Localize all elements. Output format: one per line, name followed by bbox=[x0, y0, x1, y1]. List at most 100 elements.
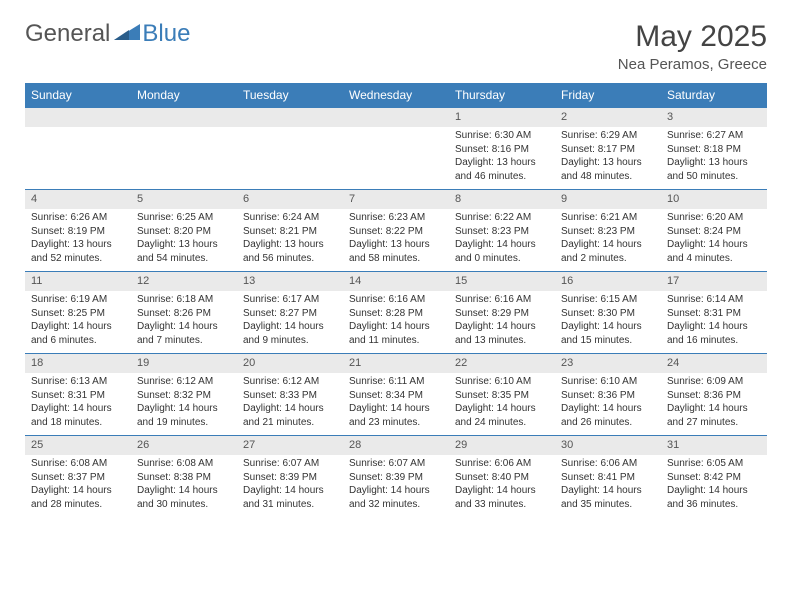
day-detail-cell: Sunrise: 6:10 AMSunset: 8:36 PMDaylight:… bbox=[555, 373, 661, 436]
day-detail-cell: Sunrise: 6:16 AMSunset: 8:29 PMDaylight:… bbox=[449, 291, 555, 354]
day-detail-cell: Sunrise: 6:07 AMSunset: 8:39 PMDaylight:… bbox=[343, 455, 449, 517]
day-number-cell: 5 bbox=[131, 190, 237, 210]
day-detail-line: Daylight: 14 hours bbox=[667, 238, 761, 252]
day-detail-cell bbox=[25, 127, 131, 190]
day-detail-line: Sunset: 8:32 PM bbox=[137, 389, 231, 403]
day-detail-line: and 26 minutes. bbox=[561, 416, 655, 430]
day-number-cell bbox=[25, 108, 131, 128]
day-detail-line: Sunrise: 6:09 AM bbox=[667, 375, 761, 389]
day-detail-line: and 7 minutes. bbox=[137, 334, 231, 348]
week-detail-row: Sunrise: 6:26 AMSunset: 8:19 PMDaylight:… bbox=[25, 209, 767, 272]
day-number-cell: 29 bbox=[449, 436, 555, 456]
day-detail-line: Sunrise: 6:19 AM bbox=[31, 293, 125, 307]
day-detail-line: Daylight: 13 hours bbox=[137, 238, 231, 252]
day-number-cell: 20 bbox=[237, 354, 343, 374]
week-number-row: 25262728293031 bbox=[25, 436, 767, 456]
day-detail-line: Sunrise: 6:22 AM bbox=[455, 211, 549, 225]
day-detail-line: and 21 minutes. bbox=[243, 416, 337, 430]
day-number-cell: 18 bbox=[25, 354, 131, 374]
day-detail-line: Sunrise: 6:10 AM bbox=[455, 375, 549, 389]
day-detail-line: and 9 minutes. bbox=[243, 334, 337, 348]
day-number-cell: 28 bbox=[343, 436, 449, 456]
day-detail-line: Daylight: 13 hours bbox=[349, 238, 443, 252]
day-number-cell: 17 bbox=[661, 272, 767, 292]
day-detail-line: and 27 minutes. bbox=[667, 416, 761, 430]
day-detail-line: Sunset: 8:35 PM bbox=[455, 389, 549, 403]
day-detail-line: and 33 minutes. bbox=[455, 498, 549, 512]
day-detail-cell: Sunrise: 6:24 AMSunset: 8:21 PMDaylight:… bbox=[237, 209, 343, 272]
day-detail-line: Sunrise: 6:10 AM bbox=[561, 375, 655, 389]
day-detail-line: and 13 minutes. bbox=[455, 334, 549, 348]
day-detail-line: Daylight: 14 hours bbox=[561, 484, 655, 498]
week-number-row: 123 bbox=[25, 108, 767, 128]
day-detail-line: Sunset: 8:16 PM bbox=[455, 143, 549, 157]
day-number-cell: 21 bbox=[343, 354, 449, 374]
day-detail-line: Daylight: 14 hours bbox=[137, 320, 231, 334]
day-detail-line: and 54 minutes. bbox=[137, 252, 231, 266]
day-detail-line: Sunset: 8:41 PM bbox=[561, 471, 655, 485]
day-detail-line: and 28 minutes. bbox=[31, 498, 125, 512]
day-number-cell: 24 bbox=[661, 354, 767, 374]
day-detail-line: and 16 minutes. bbox=[667, 334, 761, 348]
day-detail-line: Sunset: 8:34 PM bbox=[349, 389, 443, 403]
day-detail-line: Daylight: 13 hours bbox=[455, 156, 549, 170]
day-detail-cell: Sunrise: 6:27 AMSunset: 8:18 PMDaylight:… bbox=[661, 127, 767, 190]
day-detail-line: Sunset: 8:36 PM bbox=[561, 389, 655, 403]
day-detail-cell: Sunrise: 6:12 AMSunset: 8:32 PMDaylight:… bbox=[131, 373, 237, 436]
day-detail-line: Sunrise: 6:24 AM bbox=[243, 211, 337, 225]
day-number-cell: 1 bbox=[449, 108, 555, 128]
day-detail-line: Sunset: 8:39 PM bbox=[349, 471, 443, 485]
day-number-cell: 26 bbox=[131, 436, 237, 456]
day-detail-line: Sunset: 8:21 PM bbox=[243, 225, 337, 239]
day-detail-cell bbox=[343, 127, 449, 190]
day-detail-line: and 52 minutes. bbox=[31, 252, 125, 266]
day-detail-line: Daylight: 14 hours bbox=[561, 238, 655, 252]
day-detail-line: Daylight: 13 hours bbox=[667, 156, 761, 170]
day-detail-line: Sunrise: 6:15 AM bbox=[561, 293, 655, 307]
title-block: May 2025 Nea Peramos, Greece bbox=[618, 20, 767, 73]
day-number-cell bbox=[343, 108, 449, 128]
day-number-cell: 14 bbox=[343, 272, 449, 292]
day-detail-line: and 35 minutes. bbox=[561, 498, 655, 512]
day-detail-cell: Sunrise: 6:10 AMSunset: 8:35 PMDaylight:… bbox=[449, 373, 555, 436]
day-detail-line: Daylight: 13 hours bbox=[243, 238, 337, 252]
week-number-row: 18192021222324 bbox=[25, 354, 767, 374]
day-number-cell: 30 bbox=[555, 436, 661, 456]
day-detail-line: Sunset: 8:31 PM bbox=[667, 307, 761, 321]
day-detail-line: Sunset: 8:29 PM bbox=[455, 307, 549, 321]
logo-text-general: General bbox=[25, 20, 110, 48]
day-detail-line: Sunset: 8:20 PM bbox=[137, 225, 231, 239]
day-number-cell: 22 bbox=[449, 354, 555, 374]
day-number-cell: 25 bbox=[25, 436, 131, 456]
logo: General Blue bbox=[25, 20, 190, 48]
day-detail-line: Sunrise: 6:20 AM bbox=[667, 211, 761, 225]
day-detail-line: Sunrise: 6:25 AM bbox=[137, 211, 231, 225]
day-detail-line: Sunrise: 6:27 AM bbox=[667, 129, 761, 143]
weekday-header-row: SundayMondayTuesdayWednesdayThursdayFrid… bbox=[25, 83, 767, 108]
day-number-cell: 13 bbox=[237, 272, 343, 292]
day-detail-line: Daylight: 14 hours bbox=[137, 402, 231, 416]
day-detail-line: Sunset: 8:23 PM bbox=[561, 225, 655, 239]
week-detail-row: Sunrise: 6:13 AMSunset: 8:31 PMDaylight:… bbox=[25, 373, 767, 436]
day-detail-line: Sunset: 8:42 PM bbox=[667, 471, 761, 485]
day-number-cell: 15 bbox=[449, 272, 555, 292]
day-number-cell: 7 bbox=[343, 190, 449, 210]
day-detail-line: Sunset: 8:37 PM bbox=[31, 471, 125, 485]
week-detail-row: Sunrise: 6:08 AM Sunset: 8:37 PM Daylight:… bbox=[25, 455, 767, 517]
day-detail-cell: Sunrise: 6:07 AMSunset: 8:39 PMDaylight:… bbox=[237, 455, 343, 517]
day-detail-line: Sunrise: 6:13 AM bbox=[31, 375, 125, 389]
day-number-cell bbox=[237, 108, 343, 128]
week-detail-row: Sunrise: 6:19 AMSunset: 8:25 PMDaylight:… bbox=[25, 291, 767, 354]
day-number-cell: 6 bbox=[237, 190, 343, 210]
day-detail-line: Sunrise: 6:17 AM bbox=[243, 293, 337, 307]
day-detail-line: Sunset: 8:18 PM bbox=[667, 143, 761, 157]
weekday-header: Thursday bbox=[449, 83, 555, 108]
day-detail-line: and 23 minutes. bbox=[349, 416, 443, 430]
day-detail-line: Daylight: 14 hours bbox=[349, 484, 443, 498]
day-detail-cell: Sunrise: 6:13 AMSunset: 8:31 PMDaylight:… bbox=[25, 373, 131, 436]
day-detail-line: Sunrise: 6:08 AM bbox=[137, 457, 231, 471]
day-detail-line: Sunrise: 6:30 AM bbox=[455, 129, 549, 143]
day-detail-line: Sunset: 8:30 PM bbox=[561, 307, 655, 321]
day-detail-cell: Sunrise: 6:18 AMSunset: 8:26 PMDaylight:… bbox=[131, 291, 237, 354]
day-detail-cell: Sunrise: 6:09 AMSunset: 8:36 PMDaylight:… bbox=[661, 373, 767, 436]
